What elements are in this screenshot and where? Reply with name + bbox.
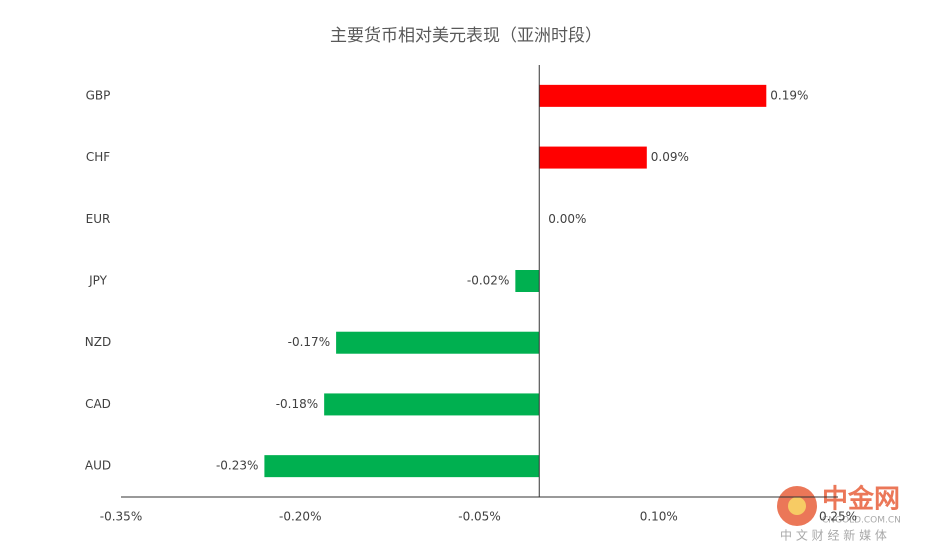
x-tick-label: -0.05%	[458, 510, 500, 524]
chart-title: 主要货币相对美元表现（亚洲时段）	[330, 26, 602, 46]
value-label: 0.00%	[548, 212, 586, 226]
value-label: -0.02%	[467, 274, 509, 288]
watermark-slogan: 中 文 财 经 新 媒 体	[780, 528, 887, 543]
bar	[539, 146, 647, 169]
y-tick-label: EUR	[86, 212, 111, 226]
value-label: -0.18%	[276, 397, 318, 411]
value-label: -0.17%	[288, 335, 330, 349]
watermark-name: 中金网	[822, 484, 900, 515]
value-label: 0.09%	[651, 150, 689, 164]
y-tick-label: CAD	[85, 397, 111, 411]
bar	[324, 393, 540, 416]
watermark: 中金网 CNGOLD.COM.CN 中 文 财 经 新 媒 体	[777, 484, 901, 543]
y-tick-label: JPY	[88, 274, 108, 288]
value-label: 0.19%	[770, 88, 808, 102]
x-tick-label: -0.35%	[100, 510, 142, 524]
y-tick-label: GBP	[86, 88, 111, 102]
watermark-domain: CNGOLD.COM.CN	[822, 516, 901, 526]
x-tick-label: -0.20%	[279, 510, 321, 524]
y-tick-label: CHF	[86, 150, 110, 164]
x-tick-label: 0.10%	[640, 510, 678, 524]
value-label: -0.23%	[216, 459, 258, 473]
y-tick-label: AUD	[85, 459, 111, 473]
bar	[515, 270, 540, 292]
bar	[539, 84, 767, 107]
y-tick-label: NZD	[85, 335, 111, 349]
x-tick-label: 0.25%	[819, 510, 857, 524]
bar	[336, 331, 540, 354]
logo-inner	[788, 497, 806, 515]
bar	[264, 455, 540, 478]
